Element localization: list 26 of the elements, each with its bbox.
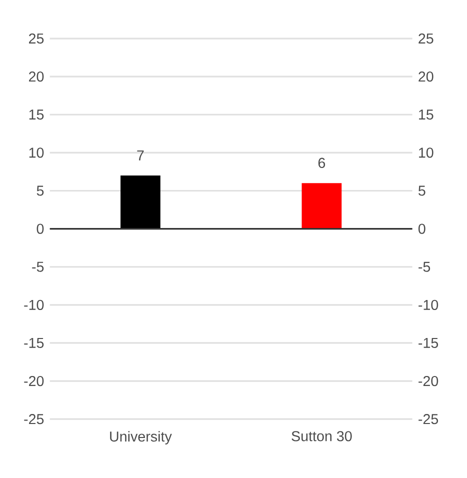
- y2-tick-label: 10: [419, 148, 434, 158]
- data-label: 6: [318, 158, 326, 168]
- y2-tick-label: -5: [418, 262, 430, 272]
- y-tick-label: 0: [36, 224, 44, 234]
- y-tick-label: 5: [36, 186, 44, 196]
- y2-tick-label: 20: [418, 72, 434, 82]
- y-tick-label: -15: [24, 338, 44, 348]
- y-tick-label: -10: [24, 300, 44, 310]
- y-tick-label: -20: [24, 376, 44, 386]
- y2-tick-label: 15: [419, 110, 434, 120]
- data-label: 7: [137, 150, 144, 160]
- y-tick-label: 10: [30, 148, 44, 158]
- y2-tick-label: 25: [418, 33, 434, 44]
- y-tick-label: 25: [29, 33, 44, 44]
- x-tick-label: University: [110, 431, 172, 444]
- y2-tick-label: 0: [418, 224, 426, 234]
- y2-tick-label: -20: [418, 376, 438, 386]
- y-tick-label: -25: [24, 414, 44, 424]
- y2-tick-label: -25: [418, 414, 438, 424]
- y-tick-label: -5: [32, 262, 44, 272]
- x-tick-label: Sutton 30: [292, 431, 352, 442]
- y-tick-label: 20: [29, 72, 44, 82]
- y2-tick-label: -10: [418, 300, 438, 310]
- y2-tick-label: 5: [418, 186, 426, 196]
- y2-tick-label: -15: [418, 338, 438, 348]
- y-tick-label: 15: [30, 110, 44, 120]
